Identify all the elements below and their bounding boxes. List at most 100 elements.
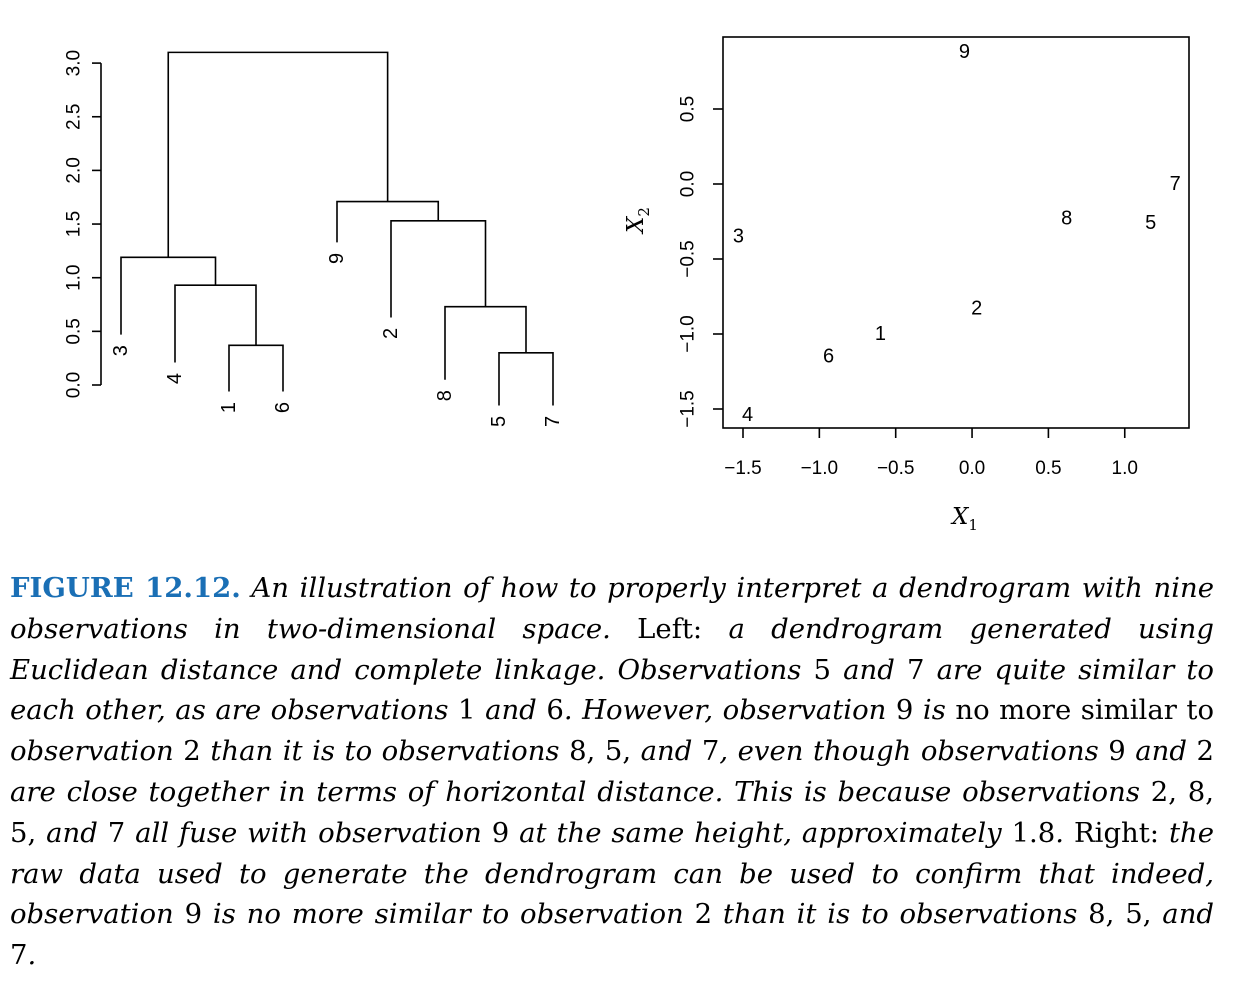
- leaf-label-6: 6: [272, 402, 294, 413]
- point-label-1: 1: [875, 323, 886, 345]
- x-axis-label-sub: 1: [968, 516, 978, 534]
- y-tick-label: 3.0: [64, 50, 85, 76]
- caption-segment: 9: [895, 694, 914, 727]
- caption-segment: 2: [694, 898, 713, 931]
- y-tick-label: 2.5: [64, 104, 85, 130]
- caption-segment: at the same height, approximately: [509, 816, 1012, 849]
- dendrogram-link: [336, 200, 440, 243]
- point-label-2: 2: [971, 298, 982, 320]
- y-tick-label: −1.0: [678, 315, 699, 353]
- caption-segment: and: [1151, 898, 1215, 931]
- y-tick-label: 0.5: [64, 318, 85, 344]
- dendrogram-link: [167, 51, 389, 258]
- scatter-panel: −1.5 −1.0 −0.5 0.0 0.5 1.0 −1.5 −1.0 −0.5 0.0 0.5 X…: [623, 36, 1190, 534]
- caption-segment: , even though observations: [719, 735, 1109, 768]
- caption-segment: 1.8: [1011, 816, 1056, 849]
- point-label-6: 6: [823, 346, 834, 368]
- point-label-4: 4: [742, 404, 753, 426]
- point-label-8: 8: [1061, 208, 1072, 230]
- caption-segment: and: [1125, 735, 1197, 768]
- caption-segment: .: [1055, 816, 1074, 849]
- caption-segment: . However, observation: [563, 694, 896, 727]
- caption-segment: are quite similar to each other, as are …: [10, 653, 1214, 727]
- caption-segment: are close together in terms of horizonta…: [10, 775, 1151, 808]
- leaf-label-7: 7: [542, 416, 564, 427]
- caption-segment: the raw data used to generate the dendro…: [10, 816, 1215, 931]
- leaf-label-8: 8: [434, 390, 456, 401]
- figure-caption: FIGURE 12.12. An illustration of how to …: [10, 568, 1214, 976]
- caption-segment: 2, 8, 5,: [10, 775, 1214, 849]
- caption-segment: 2: [1196, 735, 1215, 768]
- point-label-3: 3: [733, 226, 744, 248]
- y-tick-label: 2.0: [64, 157, 85, 183]
- x-tick-label: −0.5: [877, 458, 915, 479]
- caption-segment: is no more similar to observation: [202, 898, 695, 931]
- y-tick-label: −0.5: [678, 240, 699, 278]
- caption-segment: Right:: [1073, 816, 1160, 849]
- caption-segment: observation: [10, 735, 184, 768]
- dendrogram-link: [498, 352, 554, 406]
- x-tick-label: 0.5: [1035, 458, 1061, 479]
- y-axis-label-sub: 2: [635, 207, 653, 217]
- leaf-label-5: 5: [488, 416, 510, 427]
- caption-segment: An illustration of how to properly inter…: [10, 572, 1214, 645]
- y-tick-label: 0.5: [678, 96, 699, 122]
- caption-segment: and: [36, 816, 108, 849]
- caption-segment: and: [631, 735, 702, 768]
- y-tick-label: 1.0: [64, 264, 85, 290]
- y-tick-label: 0.0: [64, 372, 85, 398]
- caption-segment: 7: [906, 653, 925, 686]
- y-tick-label: 1.5: [64, 211, 85, 237]
- caption-segment: .: [27, 939, 37, 972]
- figure-label: FIGURE 12.12.: [10, 572, 241, 604]
- plot-frame: [722, 36, 1190, 429]
- caption-segment: 8, 5,: [569, 735, 632, 768]
- leaf-label-1: 1: [218, 402, 240, 413]
- point-label-7: 7: [1170, 173, 1181, 195]
- caption-segment: to: [1176, 694, 1215, 727]
- caption-segment: 9: [1108, 735, 1126, 768]
- y-tick-label: 0.0: [678, 171, 699, 197]
- caption-segment: and: [830, 653, 907, 686]
- caption-segment: 9: [184, 898, 203, 931]
- x-tick-label: −1.0: [801, 458, 839, 479]
- caption-text: An illustration of how to properly inter…: [10, 572, 1214, 971]
- y-tick-label: −1.5: [678, 390, 699, 428]
- caption-segment: 9: [491, 816, 510, 849]
- caption-segment: no more similar: [955, 694, 1177, 727]
- point-label-5: 5: [1145, 212, 1156, 234]
- caption-segment: Left:: [637, 612, 703, 645]
- leaf-label-9: 9: [326, 253, 348, 264]
- x-tick-label: 1.0: [1112, 458, 1138, 479]
- caption-segment: 2: [183, 735, 201, 768]
- caption-segment: is: [913, 694, 956, 727]
- caption-segment: than it is to observations: [712, 898, 1089, 931]
- dendrogram-link: [390, 220, 487, 318]
- leaf-label-4: 4: [164, 373, 186, 384]
- caption-segment: 1: [458, 694, 476, 727]
- caption-segment: than it is to observations: [200, 735, 570, 768]
- dendrogram-link: [174, 284, 257, 363]
- caption-segment: 7: [10, 939, 28, 972]
- y-axis-label-base: X: [623, 215, 649, 235]
- y-axis-label: X2: [623, 207, 653, 235]
- leaf-label-3: 3: [110, 345, 132, 356]
- x-axis-label: X1: [950, 504, 978, 534]
- caption-segment: 5: [813, 653, 831, 686]
- leaf-label-2: 2: [380, 328, 402, 339]
- caption-segment: 8, 5,: [1088, 898, 1152, 931]
- caption-segment: all fuse with observation: [125, 816, 492, 849]
- dendrogram-link: [120, 256, 217, 335]
- caption-segment: and: [475, 694, 547, 727]
- caption-segment: 7: [701, 735, 720, 768]
- dendrogram-link: [228, 344, 284, 392]
- caption-segment: a dendrogram generated using Euclidean d…: [10, 612, 1214, 686]
- dendrogram-link: [444, 305, 527, 380]
- caption-segment: 7: [107, 816, 126, 849]
- x-axis-label-base: X: [950, 504, 970, 530]
- x-tick-label: 0.0: [959, 458, 985, 479]
- x-tick-label: −1.5: [724, 458, 762, 479]
- point-label-9: 9: [959, 41, 970, 63]
